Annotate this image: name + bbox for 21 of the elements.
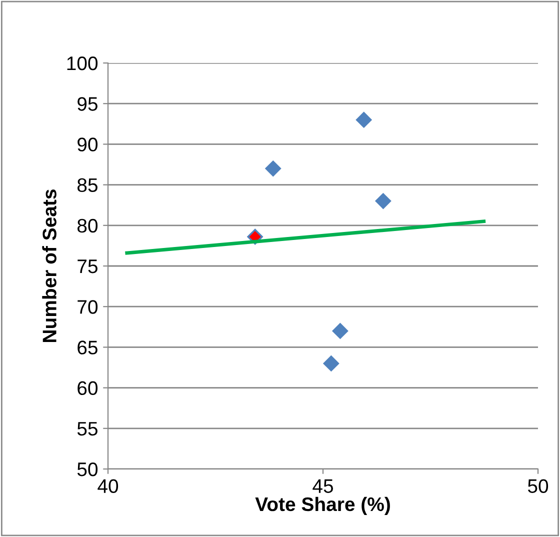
y-tick-label: 100 [67, 56, 98, 70]
x-tick-label: 40 [98, 479, 118, 494]
x-axis-title: Vote Share (%) [255, 496, 390, 515]
y-tick-label: 60 [78, 381, 98, 396]
point [332, 322, 348, 340]
point [356, 112, 372, 128]
x-tick-label: 45 [312, 479, 333, 494]
point [374, 192, 392, 210]
y-tick-label: 75 [78, 260, 98, 274]
y-tick-label: 95 [78, 97, 98, 111]
y-tick-label: 65 [78, 340, 98, 354]
y-tick-label: 70 [78, 300, 98, 314]
y-tick-label: 55 [77, 422, 98, 436]
x-tick-label: 50 [528, 479, 548, 494]
y-tick-label: 85 [77, 178, 98, 192]
y-axis-title: Number of Seats [42, 190, 56, 342]
y-tick-label: 80 [77, 218, 98, 233]
point [322, 355, 340, 372]
y-tick-label: 90 [78, 138, 98, 152]
point [264, 160, 282, 177]
y-tick-label: 50 [77, 462, 98, 476]
